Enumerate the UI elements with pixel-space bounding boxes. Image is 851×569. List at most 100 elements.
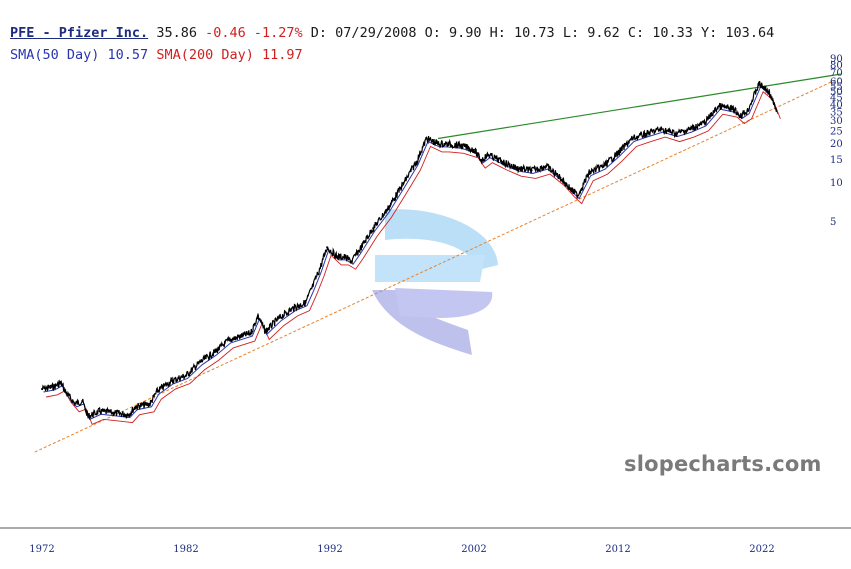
x-axis-ticks: 1972 1982 1992 2002 2012 2022 (29, 544, 774, 555)
price-value: 35.86 (156, 25, 197, 41)
price-point (480, 159, 483, 162)
price-point (278, 316, 281, 319)
price-point (530, 169, 533, 172)
y-tick-label: 15 (830, 155, 843, 166)
price-series-line (41, 80, 777, 420)
price-point (588, 171, 591, 174)
price-point (257, 314, 259, 317)
price-point (487, 153, 490, 156)
y-tick-label: 45 (830, 93, 843, 104)
price-point (732, 108, 735, 111)
y-tick-label: 70 (830, 68, 843, 79)
price-point (569, 187, 572, 190)
close-value: C: 10.33 (627, 25, 693, 41)
price-point (74, 402, 77, 405)
price-point (617, 152, 619, 155)
y-tick-label: 20 (830, 139, 843, 150)
y-tick-label: 90 (830, 54, 843, 65)
price-point (134, 405, 137, 408)
y-value: Y: 103.64 (701, 25, 775, 41)
price-point (473, 148, 475, 151)
price-point (343, 255, 346, 258)
price-point (437, 142, 439, 145)
price-point (576, 194, 579, 197)
x-tick-label: 1982 (173, 544, 198, 555)
price-point (65, 392, 68, 395)
sma50-line (43, 85, 779, 421)
sma50-label: SMA(50 Day) 10.57 (10, 47, 149, 63)
price-point (350, 260, 353, 263)
price-point (149, 402, 151, 405)
price-point (703, 121, 706, 124)
price-point (739, 114, 742, 117)
open-value: O: 9.90 (424, 25, 482, 41)
price-point (59, 381, 62, 384)
x-tick-label: 2002 (461, 544, 486, 555)
price-point (52, 385, 55, 388)
date-value: D: 07/29/2008 (310, 25, 417, 41)
change-percent: -1.27% (253, 25, 303, 41)
price-point (674, 132, 677, 135)
price-point (559, 176, 562, 179)
sma200-label: SMA(200 Day) 11.97 (156, 47, 303, 63)
price-point (304, 301, 307, 304)
price-point (326, 246, 329, 249)
price-point (87, 415, 90, 418)
price-point (213, 351, 216, 354)
price-point (228, 338, 231, 341)
price-point (660, 128, 663, 131)
support-trendline (34, 76, 842, 453)
change-value: -0.46 (205, 25, 246, 41)
price-point (746, 109, 749, 112)
y-tick-label: 60 (830, 77, 843, 88)
price-point (98, 410, 101, 413)
chart-header: PFE - Pfizer Inc. 35.86 -0.46 -1.27% D: … (10, 22, 774, 66)
price-point (645, 132, 648, 135)
y-tick-label: 5 (830, 217, 836, 228)
high-value: H: 10.73 (489, 25, 555, 41)
price-point (311, 285, 314, 288)
y-tick-label: 40 (830, 100, 843, 111)
price-point (444, 142, 447, 145)
y-tick-label: 25 (830, 126, 843, 137)
quote-line: PFE - Pfizer Inc. 35.86 -0.46 -1.27% D: … (10, 22, 774, 44)
price-point (415, 161, 418, 163)
y-tick-label: 50 (830, 87, 843, 98)
price-point (293, 306, 295, 309)
low-value: L: 9.62 (562, 25, 620, 41)
price-point (372, 227, 375, 230)
logo-top-arc (385, 209, 498, 270)
price-point (199, 360, 202, 363)
logo-bottom-arc (372, 290, 472, 355)
price-point (401, 184, 403, 187)
price-point (113, 411, 115, 414)
sma200-line (45, 91, 781, 426)
sma-line: SMA(50 Day) 10.57 SMA(200 Day) 11.97 (10, 44, 774, 66)
price-point (249, 332, 252, 335)
price-point (717, 105, 720, 108)
price-point (318, 267, 321, 270)
site-watermark: slopecharts.com (624, 452, 822, 476)
price-point (631, 137, 634, 140)
y-tick-label: 10 (830, 178, 843, 189)
y-tick-label: 35 (830, 107, 843, 118)
price-point (185, 374, 187, 377)
price-point (386, 208, 389, 211)
ticker-link[interactable]: PFE - Pfizer Inc. (10, 25, 149, 41)
price-point (768, 91, 771, 94)
price-point (336, 255, 339, 258)
logo-bottom-bar (395, 288, 493, 318)
price-point (758, 82, 761, 85)
price-point (425, 137, 428, 140)
price-point (458, 144, 461, 147)
price-point (357, 249, 360, 252)
price-point (501, 161, 504, 163)
price-point (170, 379, 173, 382)
price-point (264, 330, 267, 333)
price-point (602, 165, 605, 168)
y-tick-label: 55 (830, 82, 843, 93)
x-tick-label: 1992 (317, 544, 342, 555)
price-point (156, 390, 159, 393)
price-point (41, 388, 43, 390)
